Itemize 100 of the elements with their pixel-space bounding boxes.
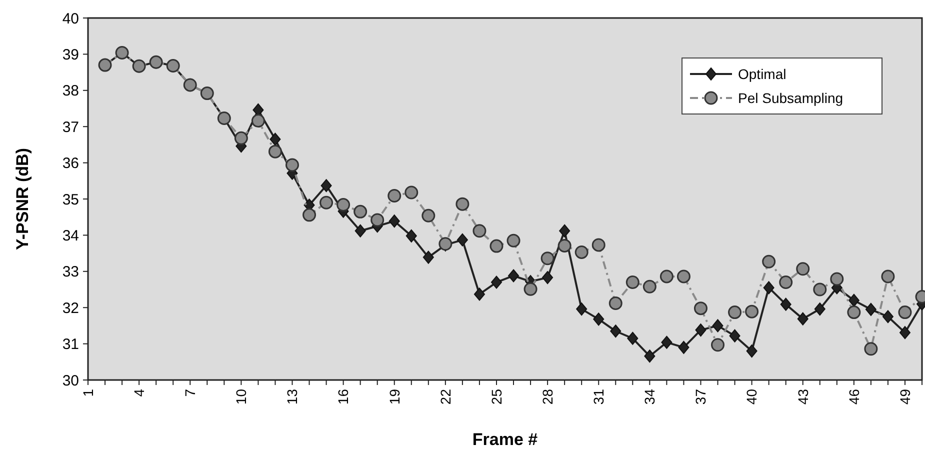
point xyxy=(865,302,876,316)
point xyxy=(642,280,656,294)
point xyxy=(627,332,638,345)
x-tick-label: 28 xyxy=(539,388,556,405)
point xyxy=(576,302,588,316)
point xyxy=(302,208,316,222)
legend-label: Pel Subsampling xyxy=(738,90,844,106)
point xyxy=(728,306,742,320)
point xyxy=(678,340,690,354)
point xyxy=(251,114,265,128)
point xyxy=(558,238,572,252)
point xyxy=(676,270,690,284)
point xyxy=(864,342,878,356)
point xyxy=(882,310,894,324)
point xyxy=(898,306,912,320)
point xyxy=(320,196,334,210)
x-axis-title: Frame # xyxy=(472,430,538,449)
x-tick-label: 37 xyxy=(692,388,709,405)
x-tick-label: 46 xyxy=(846,388,862,405)
point xyxy=(404,186,418,200)
y-tick-label: 34 xyxy=(62,227,79,244)
x-tick-label: 1 xyxy=(80,388,96,397)
point xyxy=(694,302,708,316)
y-tick-label: 31 xyxy=(62,336,79,354)
point xyxy=(661,336,672,349)
point xyxy=(848,294,860,307)
point xyxy=(881,270,895,284)
point xyxy=(472,224,486,238)
point xyxy=(797,312,808,326)
y-tick-label: 40 xyxy=(62,10,79,28)
point xyxy=(268,144,282,158)
point xyxy=(422,208,436,222)
x-tick-label: 19 xyxy=(386,388,402,405)
x-tick-label: 22 xyxy=(437,388,454,405)
point xyxy=(610,324,622,338)
point xyxy=(422,250,434,264)
point xyxy=(406,229,417,242)
point xyxy=(456,197,470,211)
point xyxy=(388,188,402,202)
point xyxy=(388,214,400,228)
x-tick-label: 16 xyxy=(335,388,352,405)
point xyxy=(899,326,910,340)
x-tick-label: 13 xyxy=(284,388,300,405)
point xyxy=(847,306,861,320)
point xyxy=(252,103,264,116)
point xyxy=(745,304,759,318)
point xyxy=(354,224,366,238)
point xyxy=(336,198,350,212)
y-tick-label: 33 xyxy=(62,264,79,281)
point xyxy=(506,234,520,248)
point xyxy=(814,302,826,316)
point xyxy=(779,276,793,290)
point xyxy=(542,271,554,284)
point xyxy=(285,158,299,172)
point xyxy=(608,296,622,310)
point xyxy=(474,288,485,301)
point xyxy=(456,233,468,246)
point xyxy=(729,329,740,342)
point xyxy=(780,298,792,311)
point xyxy=(524,282,538,296)
point xyxy=(813,282,827,296)
y-axis-title: Y-PSNR (dB) xyxy=(13,148,32,250)
point xyxy=(508,269,520,282)
point xyxy=(746,344,758,358)
x-tick-label: 40 xyxy=(744,388,760,405)
point xyxy=(270,132,281,146)
point xyxy=(592,238,606,252)
y-tick-label: 35 xyxy=(62,191,79,208)
point xyxy=(830,272,844,286)
y-tick-label: 39 xyxy=(62,46,79,64)
x-tick-label: 43 xyxy=(794,388,811,405)
point xyxy=(234,131,248,145)
point xyxy=(593,312,604,326)
point xyxy=(695,324,706,337)
point xyxy=(626,276,640,290)
y-tick-label: 30 xyxy=(62,372,79,390)
point xyxy=(540,252,554,266)
point xyxy=(763,281,774,294)
point xyxy=(354,204,368,218)
y-tick-label: 36 xyxy=(62,155,79,172)
x-tick-label: 25 xyxy=(488,388,504,405)
point xyxy=(762,254,776,268)
point xyxy=(711,338,725,352)
point xyxy=(796,262,810,276)
x-tick-label: 10 xyxy=(233,388,250,405)
point xyxy=(712,319,724,332)
x-tick-label: 31 xyxy=(590,388,607,405)
legend-label: Optimal xyxy=(738,66,786,82)
point xyxy=(644,350,656,363)
x-tick-label: 4 xyxy=(130,388,147,397)
point xyxy=(320,179,332,192)
x-tick-label: 7 xyxy=(182,388,198,397)
x-tick-label: 49 xyxy=(896,388,913,405)
x-tick-label: 34 xyxy=(642,388,658,405)
y-tick-label: 38 xyxy=(62,82,79,100)
y-tick-label: 32 xyxy=(62,300,79,317)
point xyxy=(490,239,504,253)
point xyxy=(559,224,570,238)
point xyxy=(370,213,384,227)
point xyxy=(660,270,674,284)
